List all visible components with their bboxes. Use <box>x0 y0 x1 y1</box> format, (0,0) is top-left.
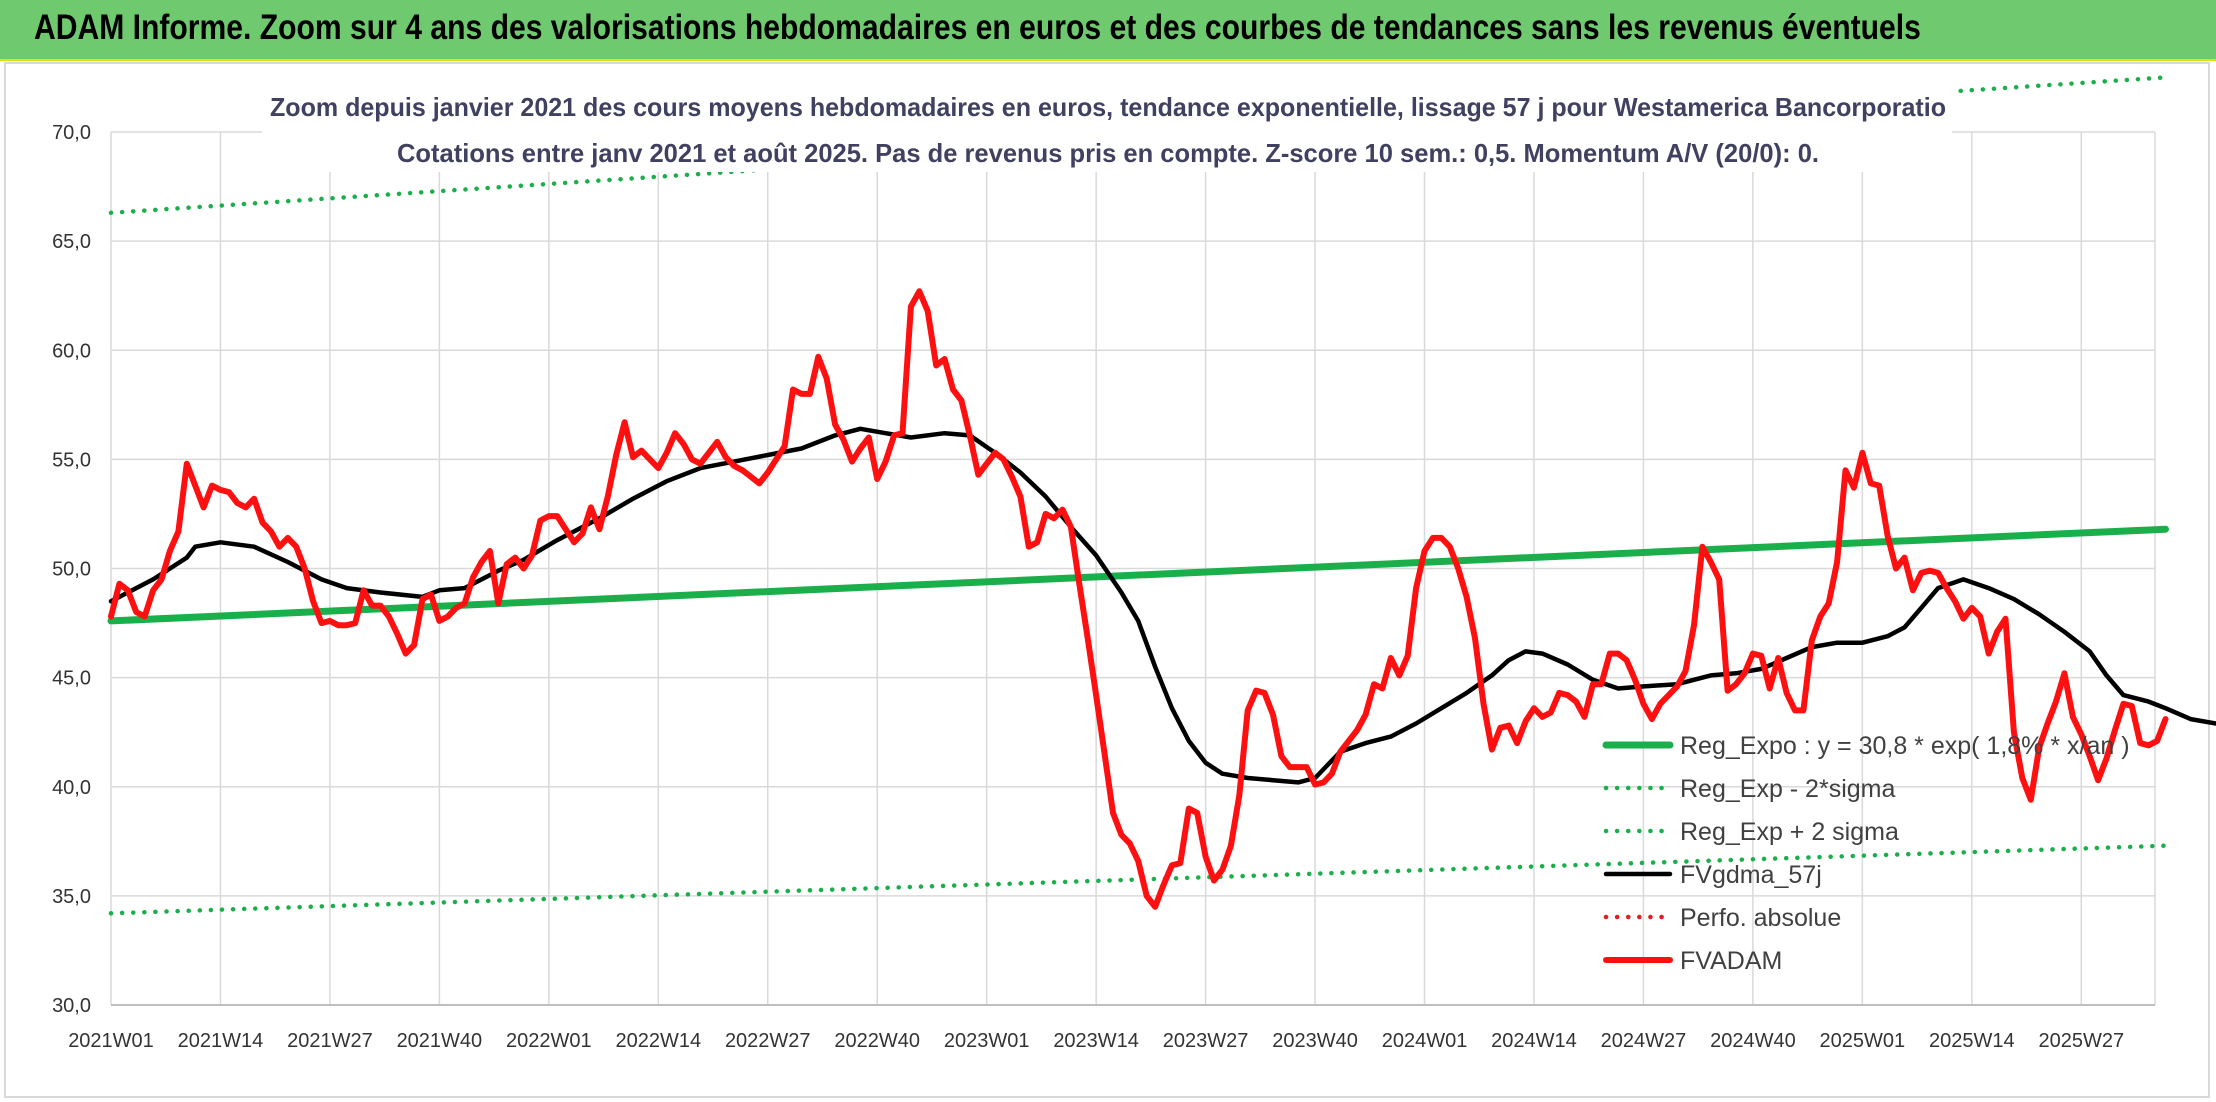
x-tick-label: 2022W27 <box>725 1030 811 1052</box>
y-tick-label: 50,0 <box>52 559 91 581</box>
y-tick-label: 55,0 <box>52 449 91 471</box>
x-tick-label: 2024W27 <box>1601 1030 1687 1052</box>
x-tick-label: 2022W14 <box>615 1030 701 1052</box>
x-tick-label: 2022W40 <box>834 1030 920 1052</box>
y-axis-ticks: 30,0 35,0 40,0 45,0 50,0 55,0 60,0 65,0 70,0 <box>52 122 91 1017</box>
legend-label-fvadam: FVADAM <box>1680 947 1782 975</box>
x-tick-label: 2022W01 <box>506 1030 592 1052</box>
legend-label-reg-exp-2-sigma: Reg_Exp + 2 sigma <box>1680 818 1899 846</box>
y-tick-label: 40,0 <box>52 777 91 799</box>
x-tick-label: 2025W14 <box>1929 1030 2015 1052</box>
legend-label-reg-exp-2-sigma: Reg_Exp - 2*sigma <box>1680 775 1895 803</box>
x-tick-label: 2025W01 <box>1820 1030 1906 1052</box>
chart-legend: Reg_Expo : y = 30,8 * exp( 1,8% * x/an )… <box>1602 732 2130 975</box>
series-line-fvadam <box>108 288 2169 910</box>
x-tick-label: 2024W01 <box>1382 1030 1468 1052</box>
x-tick-label: 2021W40 <box>397 1030 483 1052</box>
chart-subtitle: Cotations entre janv 2021 et août 2025. … <box>397 138 1819 168</box>
x-tick-label: 2024W40 <box>1710 1030 1796 1052</box>
y-tick-label: 70,0 <box>52 122 91 144</box>
chart-gridlines <box>110 131 2156 1006</box>
x-tick-label: 2021W14 <box>178 1030 264 1052</box>
y-tick-label: 65,0 <box>52 231 91 253</box>
y-tick-label: 35,0 <box>52 886 91 908</box>
x-tick-label: 2023W01 <box>944 1030 1030 1052</box>
series-line-reg-exp-2-sigma <box>108 75 2168 216</box>
series-line-reg-exp-2-sigma <box>108 843 2168 916</box>
x-axis-ticks: 2021W01 2021W14 2021W27 2021W40 2022W01 2022W… <box>68 1030 2124 1052</box>
y-tick-label: 60,0 <box>52 340 91 362</box>
x-tick-label: 2023W27 <box>1163 1030 1249 1052</box>
y-tick-label: 30,0 <box>52 995 91 1017</box>
series-line-reg-expo-y-30-8-exp-1-8-x-an <box>107 525 2169 625</box>
legend-label-reg-expo-y-30-8-exp-1-8-x-an: Reg_Expo : y = 30,8 * exp( 1,8% * x/an ) <box>1680 732 2130 760</box>
x-tick-label: 2021W01 <box>68 1030 154 1052</box>
title-background <box>262 82 1952 172</box>
chart-title: Zoom depuis janvier 2021 des cours moyen… <box>270 92 1946 122</box>
x-tick-label: 2021W27 <box>287 1030 373 1052</box>
legend-label-fvgdma-57j: FVgdma_57j <box>1680 861 1822 889</box>
x-tick-label: 2024W14 <box>1491 1030 1577 1052</box>
x-tick-label: 2023W14 <box>1053 1030 1139 1052</box>
x-tick-label: 2025W27 <box>2038 1030 2124 1052</box>
report-title: ADAM Informe. Zoom sur 4 ans des valoris… <box>34 8 1921 47</box>
chart-series <box>107 75 2216 916</box>
header-banner: ADAM Informe. Zoom sur 4 ans des valoris… <box>0 0 2216 61</box>
y-tick-label: 45,0 <box>52 668 91 690</box>
legend-label-perfo-absolue: Perfo. absolue <box>1680 904 1841 932</box>
x-tick-label: 2023W40 <box>1272 1030 1358 1052</box>
chart-titles: Zoom depuis janvier 2021 des cours moyen… <box>262 82 1952 172</box>
chart-frame <box>4 62 2210 1098</box>
